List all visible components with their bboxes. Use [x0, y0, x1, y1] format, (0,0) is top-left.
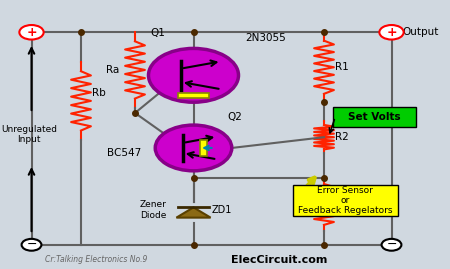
Circle shape: [148, 48, 238, 102]
Text: R1: R1: [335, 62, 349, 72]
FancyBboxPatch shape: [333, 107, 416, 127]
Text: R3: R3: [335, 199, 349, 210]
Polygon shape: [176, 207, 211, 218]
Text: −: −: [386, 238, 397, 250]
Text: R2: R2: [335, 132, 349, 142]
Text: Unregulated
Input: Unregulated Input: [1, 125, 57, 144]
FancyBboxPatch shape: [292, 185, 398, 216]
Text: 2N3055: 2N3055: [245, 33, 286, 43]
Circle shape: [379, 25, 404, 40]
FancyBboxPatch shape: [200, 140, 207, 156]
Text: Q1: Q1: [150, 28, 165, 38]
Text: BC547: BC547: [108, 148, 142, 158]
Text: ElecCircuit.com: ElecCircuit.com: [231, 254, 327, 265]
Text: ZD1: ZD1: [212, 205, 232, 215]
Text: Ra: Ra: [106, 65, 119, 75]
Text: +: +: [386, 26, 397, 39]
Text: Error Sensor
or
Feedback Regelators: Error Sensor or Feedback Regelators: [298, 186, 393, 215]
Text: Set Volts: Set Volts: [348, 112, 401, 122]
Circle shape: [22, 239, 41, 251]
Text: Q2: Q2: [227, 112, 242, 122]
Circle shape: [382, 239, 401, 251]
Text: Zener
Diode: Zener Diode: [140, 200, 166, 220]
Circle shape: [19, 25, 44, 40]
Text: +: +: [26, 26, 37, 39]
Text: −: −: [26, 238, 37, 250]
Text: Rb: Rb: [92, 88, 106, 98]
Text: Cr:Talking Electronics No.9: Cr:Talking Electronics No.9: [45, 255, 148, 264]
Circle shape: [155, 125, 232, 171]
FancyBboxPatch shape: [178, 93, 209, 98]
Text: Output: Output: [403, 27, 439, 37]
